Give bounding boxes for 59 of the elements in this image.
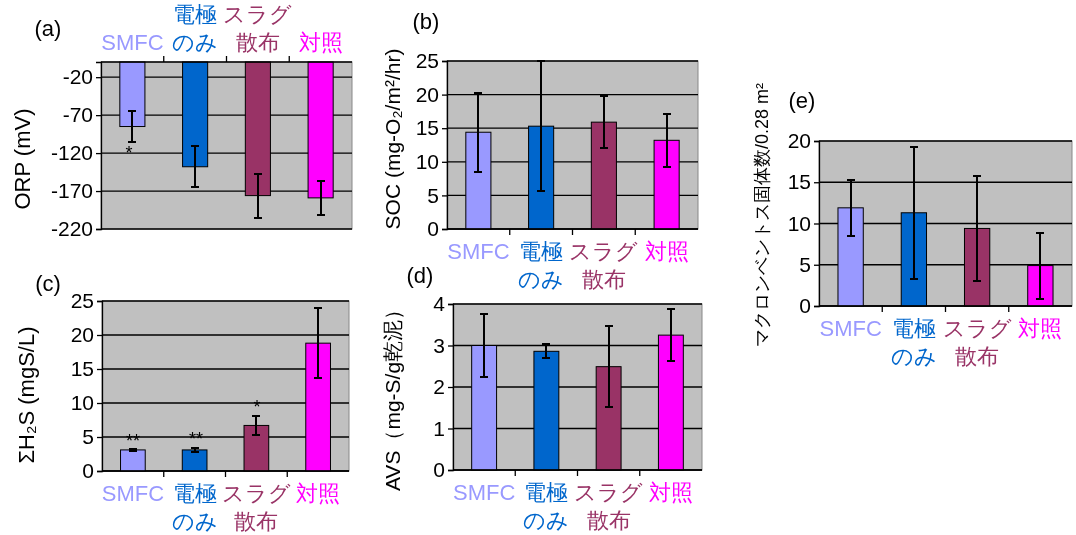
y-tick-label: 20 [787,129,811,153]
x-tick-label: SMFC [101,480,165,506]
y-tick-label: 15 [787,170,811,194]
x-tick-label: 対照 [1018,315,1063,341]
chart-title: (e) [788,87,816,113]
y-tick-label: 25 [415,49,439,73]
y-tick-label: 20 [70,323,94,347]
y-tick-label: 4 [433,292,446,316]
y-tick-label: 10 [415,150,439,174]
y-tick-label: 25 [70,289,94,313]
chart-title: (b) [412,8,440,34]
x-tick-label: 対照 [298,29,343,55]
x-tick-label: 対照 [648,479,693,505]
x-tick-label: SMFC [447,238,510,264]
x-tick-label: 電極のみ [171,480,218,534]
y-tick-label: -120 [50,141,93,165]
x-tick-label: スラグ散布 [221,480,291,534]
y-tick-label: 5 [799,252,811,276]
y-axis-title: AVS（mg-S/g乾泥） [380,298,404,492]
y-tick-label: 10 [70,391,94,415]
x-tick-label: スラグ散布 [942,315,1012,369]
y-tick-label: 2 [433,375,445,399]
annotation: * [125,142,133,163]
x-tick-label: スラグ散布 [569,238,639,292]
y-tick-label: 0 [82,459,94,483]
y-tick-label: 5 [82,425,94,449]
x-tick-label: スラグ散布 [223,1,293,55]
y-tick-label: 15 [415,116,439,140]
y-axis-title: SOC (mg-O₂/m²/hr) [380,48,404,230]
y-tick-label: 5 [427,183,439,207]
annotation: ** [188,428,204,449]
x-tick-label: 電極のみ [523,479,570,533]
y-tick-label: 0 [799,294,811,318]
x-tick-label: SMFC [819,315,882,341]
y-tick-label: -20 [62,65,93,89]
y-tick-label: -170 [50,179,93,203]
x-tick-label: 対照 [296,480,341,506]
y-axis-title: ΣH₂S (mgS/L) [13,326,39,464]
y-tick-label: -70 [62,103,93,127]
y-tick-label: 10 [787,211,811,235]
chart-title: (a) [34,15,62,41]
x-tick-label: スラグ散布 [574,479,644,533]
y-axis-title: マクロンベントス固体数/0.28 m² [752,82,772,348]
y-tick-label: 0 [427,217,439,241]
chart-title: (d) [406,262,434,288]
x-tick-label: 電極のみ [172,1,219,55]
x-tick-label: 電極のみ [890,315,937,369]
y-tick-label: -220 [50,217,93,241]
y-axis-title: ORP (mV) [9,108,35,210]
y-tick-label: 15 [70,357,94,381]
y-tick-label: 20 [415,82,439,106]
y-tick-label: 3 [433,333,445,357]
y-tick-label: 1 [433,416,445,440]
x-tick-label: SMFC [452,479,516,505]
chart-title: (c) [35,270,61,296]
x-tick-label: 電極のみ [518,238,565,292]
y-tick-label: 0 [433,458,445,482]
x-tick-label: SMFC [101,29,164,55]
x-tick-label: 対照 [644,238,689,264]
